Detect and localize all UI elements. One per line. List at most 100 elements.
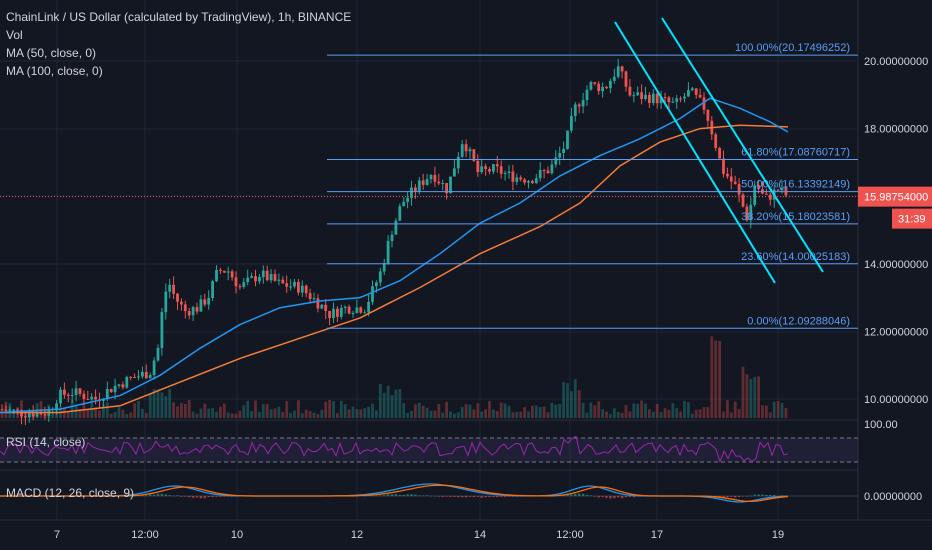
- ma50-legend[interactable]: MA (50, close, 0): [6, 46, 97, 60]
- candle-body: [737, 184, 741, 195]
- candle-body: [406, 197, 409, 202]
- ma100-legend[interactable]: MA (100, close, 0): [6, 64, 103, 78]
- candle-body: [460, 144, 464, 157]
- channel-line[interactable]: [661, 17, 824, 273]
- candle-body: [663, 97, 667, 99]
- macd-histogram-bar: [511, 496, 515, 497]
- volume-bar: [687, 402, 690, 418]
- volume-bar: [683, 400, 686, 418]
- macd-histogram-bar: [589, 495, 593, 497]
- macd-histogram-bar: [195, 496, 199, 498]
- macd-histogram-bar: [164, 494, 167, 496]
- volume-bar: [534, 405, 538, 418]
- volume-bar: [406, 412, 409, 418]
- trend-channel[interactable]: [614, 17, 824, 284]
- candle-body: [43, 414, 47, 416]
- price-tick-label: 14.00000000: [864, 259, 928, 271]
- candle-body: [4, 409, 8, 411]
- macd-histogram-bar: [632, 496, 635, 498]
- volume-bar: [593, 405, 597, 418]
- volume-bar: [141, 408, 144, 418]
- candle-body: [453, 168, 456, 177]
- macd-histogram-bar: [133, 495, 136, 497]
- candle-body: [534, 178, 538, 184]
- volume-bar: [460, 407, 464, 418]
- price-badge: [858, 186, 932, 207]
- candle-body: [675, 98, 679, 102]
- macd-histogram-bar: [457, 496, 460, 498]
- volume-bar: [523, 407, 526, 418]
- volume-bar: [86, 408, 90, 418]
- volume-bar: [733, 401, 737, 418]
- macd-histogram-bar: [215, 496, 218, 497]
- candle-body: [308, 293, 312, 300]
- time-axis[interactable]: 7 12:00 10 12 14 12:00 17 19: [0, 519, 932, 541]
- volume-bar: [780, 402, 784, 418]
- volume-bar: [706, 407, 710, 418]
- volume-bar: [180, 403, 183, 418]
- moving-averages: [0, 97, 789, 414]
- volume-bar: [562, 382, 565, 418]
- volume-bar: [121, 409, 125, 418]
- candle-body: [281, 279, 285, 284]
- candle-body: [316, 298, 320, 309]
- time-tick-label: 12:00: [131, 529, 159, 541]
- candle-body: [741, 194, 745, 207]
- volume-bar: [273, 408, 277, 418]
- macd-histogram-bar: [609, 496, 612, 499]
- volume-bar: [332, 401, 335, 418]
- volume-bar: [230, 413, 234, 418]
- candle-body: [690, 88, 694, 91]
- volume-legend[interactable]: Vol: [6, 28, 23, 42]
- candle-body: [66, 394, 70, 396]
- candle-body: [324, 304, 328, 311]
- macd-legend[interactable]: MACD (12, 26, close, 9): [6, 486, 135, 500]
- volume-bar: [51, 412, 55, 418]
- candle-body: [222, 270, 226, 273]
- volume-bar: [246, 400, 250, 418]
- candle-body: [141, 371, 144, 377]
- candle-body: [187, 311, 191, 316]
- volume-bar: [507, 405, 511, 418]
- volume-bar: [98, 410, 101, 418]
- volume-bar: [172, 402, 175, 418]
- symbol-title[interactable]: ChainLink / US Dollar (calculated by Tra…: [6, 10, 352, 24]
- fibonacci-retracement[interactable]: 100.00%(20.17496252) 61.80%(17.08760717) 5…: [327, 42, 858, 329]
- macd-histogram-bar: [410, 494, 413, 496]
- macd-histogram-bar: [773, 495, 776, 496]
- volume-bar: [105, 402, 109, 418]
- volume-bar: [538, 406, 542, 418]
- macd-histogram-bar: [624, 496, 628, 498]
- candle-body: [269, 274, 273, 281]
- candle-body: [336, 308, 339, 317]
- fib-level-label: 38.20%(15.18023581): [741, 211, 850, 223]
- countdown-text: 31:39: [898, 214, 926, 226]
- price-axis[interactable]: 20.0000000018.0000000016.0000000014.0000…: [858, 56, 932, 503]
- macd-histogram-bar: [199, 496, 203, 499]
- rsi-pane: [0, 435, 858, 464]
- macd-histogram-bar: [425, 495, 429, 496]
- candle-body: [780, 187, 784, 191]
- candle-body: [729, 176, 733, 182]
- macd-histogram-bar: [484, 496, 487, 498]
- candle-body: [351, 312, 355, 314]
- candle-body: [289, 286, 292, 288]
- macd-histogram-bar: [176, 495, 179, 496]
- candle-body: [679, 98, 682, 100]
- channel-line[interactable]: [614, 21, 776, 284]
- volume-bar: [503, 403, 507, 418]
- candle-body: [702, 97, 706, 110]
- volume-bar: [761, 405, 764, 418]
- time-tick-label: 12: [351, 529, 363, 541]
- volume-bar: [414, 404, 417, 418]
- rsi-legend[interactable]: RSI (14, close): [6, 435, 86, 449]
- candle-body: [507, 171, 511, 173]
- candle-body: [609, 80, 612, 89]
- volume-bar: [499, 402, 503, 418]
- macd-histogram-bar: [375, 495, 378, 496]
- macd-histogram-bar: [769, 494, 772, 496]
- rsi-line: [0, 435, 789, 464]
- candle-body: [687, 90, 690, 97]
